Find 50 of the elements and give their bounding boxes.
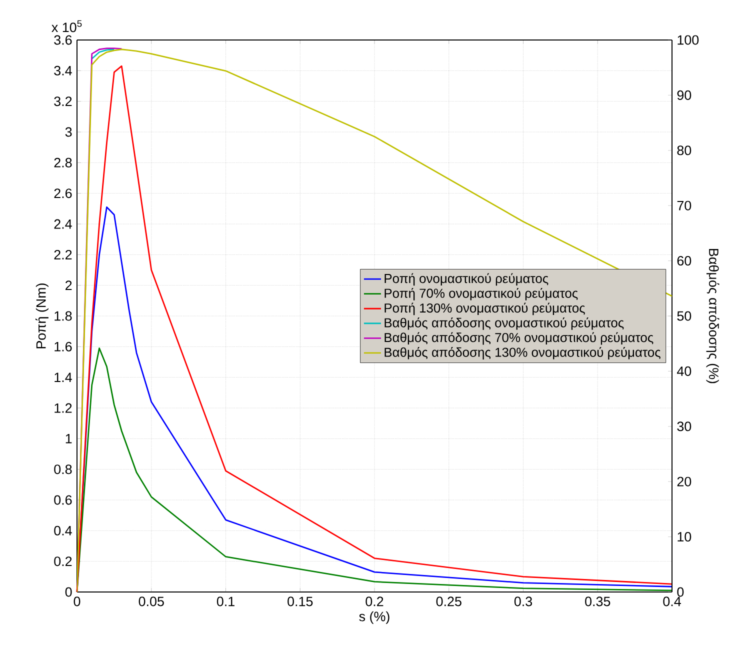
x-tick-label: 0.4: [663, 596, 681, 606]
y-tick-label: 3: [65, 127, 72, 137]
y-tick-label: 1.4: [54, 372, 72, 382]
legend-label: Ροπή 130% ονομαστικού ρεύματος: [384, 302, 585, 316]
legend-label: Βαθμός απόδοσης 70% ονομαστικού ρεύματος: [384, 332, 654, 345]
x-tick-label: 0.2: [366, 596, 384, 606]
y-tick-label: 2: [66, 280, 72, 290]
y-tick-label: 2.2: [54, 250, 72, 260]
y-tick-label: 0.8: [54, 464, 72, 474]
y-axis-title: Ροπή (Nm): [36, 284, 48, 348]
y-tick-label: 1.6: [54, 342, 72, 352]
y2-tick-label: 80: [677, 146, 692, 156]
x-tick-label: 0.35: [585, 596, 610, 606]
legend-label: Ροπή 70% ονομαστικού ρεύματος: [384, 288, 578, 300]
y2-tick-label: 70: [677, 200, 692, 210]
y-tick-label: 0.4: [54, 526, 72, 536]
y-tick-label: 0.2: [54, 556, 72, 566]
y2-tick-label: 90: [677, 90, 692, 100]
x-axis-title: s (%): [359, 611, 390, 624]
y-tick-label: 2.8: [54, 158, 72, 168]
y-tick-label: 3.4: [54, 66, 72, 76]
y2-tick-label: 20: [677, 476, 692, 486]
x-tick-label: 0: [74, 596, 80, 606]
text: x 10$^{5}$: [52, 20, 82, 32]
y2-tick-label: 60: [677, 256, 692, 266]
x-tick-label: 0.25: [436, 596, 462, 606]
y-tick-label: 0: [65, 587, 72, 597]
y-tick-label: 0.6: [54, 495, 72, 505]
y2-tick-label: 30: [677, 422, 692, 432]
x-tick-label: 0.05: [138, 596, 164, 606]
x-tick-label: 0.15: [288, 596, 313, 606]
y-tick-label: 2.6: [54, 188, 72, 198]
legend-label: Βαθμός απόδοσης ονομαστικού ρεύματος: [384, 317, 624, 330]
y-tick-label: 2.4: [54, 219, 72, 229]
y-tick-label: 3.6: [54, 35, 72, 45]
x-tick-label: 0.3: [514, 596, 532, 606]
legend-label: Βαθμός απόδοσης 130% ονομαστικού ρεύματος: [384, 347, 660, 360]
line-series: [91, 48, 115, 60]
y-tick-label: 3.2: [54, 96, 72, 106]
x-tick-label: 0.1: [216, 596, 234, 606]
y-tick-label: 1: [66, 434, 72, 444]
y2-axis-title: Βαθμός απόδοσης (%): [706, 249, 720, 384]
y2-tick-label: 10: [678, 532, 692, 542]
y2-tick-label: 100: [678, 35, 699, 45]
y2-tick-label: 0: [677, 587, 684, 597]
y-tick-label: 1.2: [54, 403, 72, 413]
legend-label: Ροπή ονομαστικού ρεύματος: [384, 273, 548, 286]
y2-tick-label: 50: [677, 311, 692, 321]
y-tick-label: 1.8: [54, 311, 72, 321]
y2-tick-label: 40: [677, 366, 692, 376]
